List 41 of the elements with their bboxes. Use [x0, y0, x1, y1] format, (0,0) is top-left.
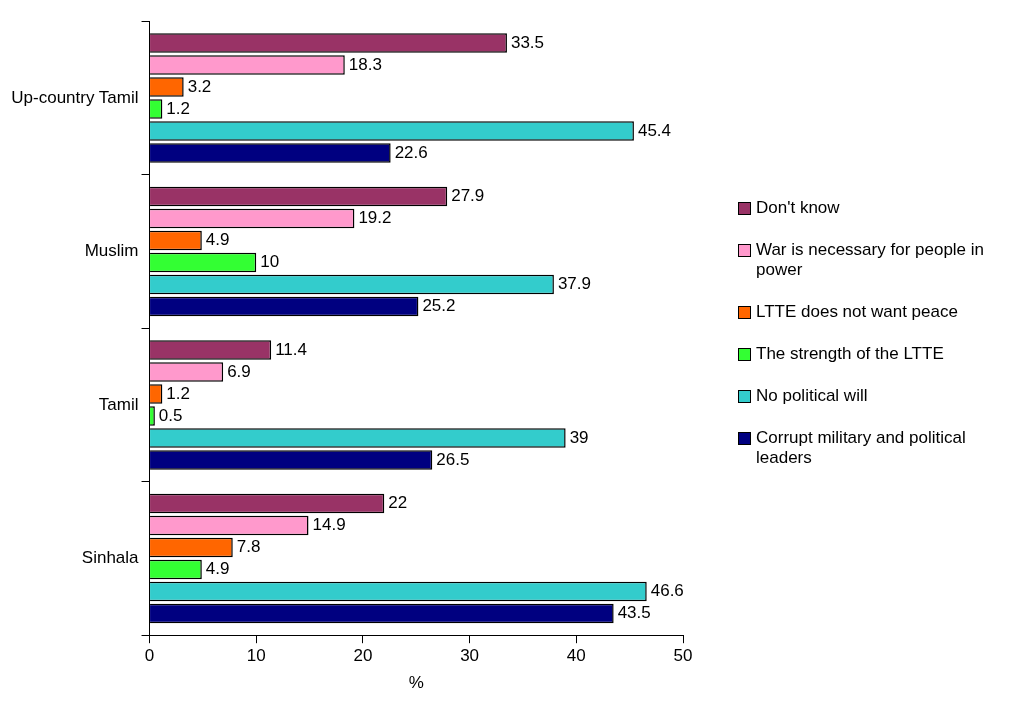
data-label: 4.9 — [205, 230, 230, 250]
data-label: 10 — [260, 252, 280, 272]
data-label: 39 — [569, 427, 589, 447]
data-label: 45.4 — [637, 120, 672, 140]
x-tick-label: 40 — [566, 646, 586, 666]
data-label: 7.8 — [236, 537, 261, 557]
data-label: 18.3 — [348, 54, 382, 74]
data-label: 37.9 — [557, 274, 591, 294]
data-label: 22.6 — [394, 142, 428, 162]
legend-label: War is necessary for people in power — [756, 240, 986, 280]
data-label: 6.9 — [227, 361, 251, 381]
data-label: 1.2 — [166, 383, 190, 403]
legend-label: LTTE does not want peace — [756, 302, 958, 322]
data-label: 11.4 — [275, 339, 307, 359]
y-tick-label: Up-country Tamil — [11, 87, 139, 107]
legend-label: The strength of the LTTE — [756, 344, 944, 364]
x-tick-label: 50 — [673, 646, 693, 666]
x-tick-label: 10 — [246, 646, 266, 666]
data-label: 33.5 — [510, 32, 545, 52]
data-label: 19.2 — [358, 208, 392, 228]
data-label: 22 — [388, 493, 408, 513]
data-label: 25.2 — [422, 296, 456, 316]
legend-label: No political will — [756, 386, 868, 406]
data-label: 0.5 — [158, 405, 183, 425]
data-label: 1.2 — [166, 98, 190, 118]
x-axis-title: % — [408, 673, 424, 693]
data-label: 26.5 — [436, 449, 470, 469]
data-label: 46.6 — [650, 581, 684, 601]
data-label: 14.9 — [312, 515, 346, 535]
data-label: 27.9 — [451, 186, 485, 206]
x-tick-label: 30 — [460, 646, 480, 666]
y-tick-label: Muslim — [84, 241, 139, 261]
data-label: 3.2 — [187, 76, 212, 96]
data-label: 4.9 — [205, 559, 230, 579]
x-tick-label: 20 — [353, 646, 373, 666]
y-tick-label: Sinhala — [81, 548, 140, 568]
data-label: 43.5 — [617, 603, 651, 623]
legend-label: Don't know — [756, 198, 840, 218]
y-tick-label: Tamil — [98, 394, 139, 414]
legend-label: Corrupt military and political leaders — [756, 428, 967, 468]
x-tick-label: 0 — [144, 646, 155, 666]
